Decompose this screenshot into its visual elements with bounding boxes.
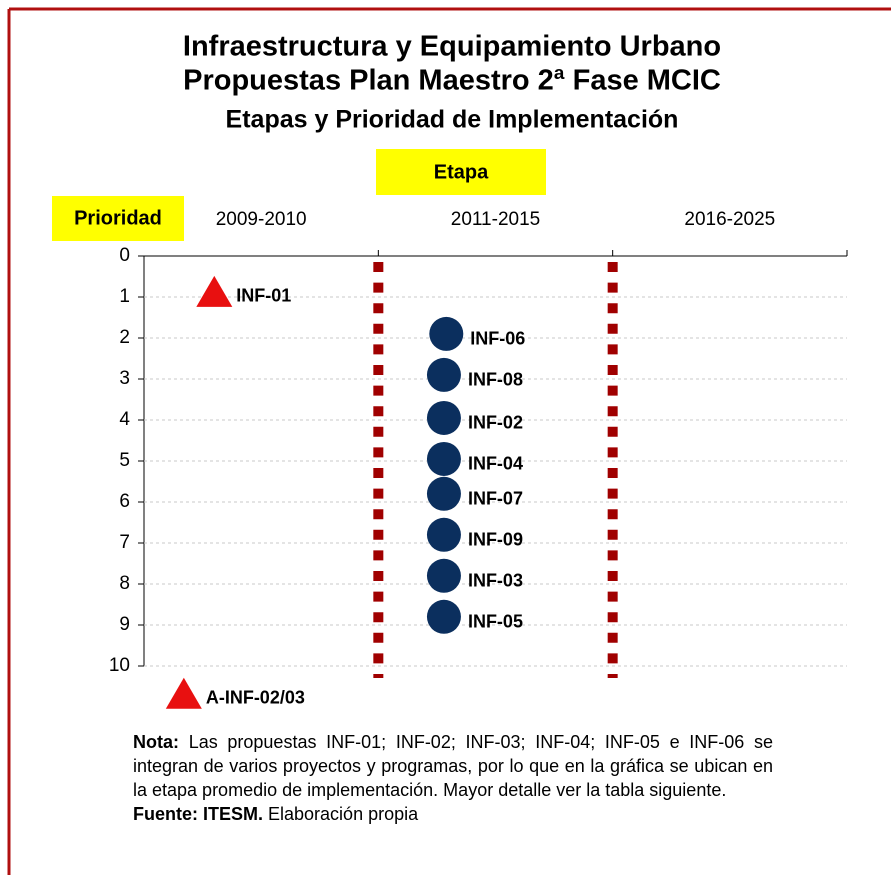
circle-marker [426,599,461,634]
x-label-box [376,149,546,195]
note: Nota: Las propuestas INF-01; INF-02; INF… [133,730,773,826]
x-stage-label: 2016-2025 [684,209,775,230]
source-text: Fuente: ITESM. Elaboración propia [133,802,773,826]
y-tick-label: 4 [119,409,130,430]
y-tick-label: 1 [119,286,130,307]
y-tick-label: 6 [119,491,130,512]
point-label: INF-05 [468,612,523,632]
chart-title: Propuestas Plan Maestro 2ª Fase MCIC [183,65,721,97]
x-stage-label: 2009-2010 [216,209,307,230]
y-label-box [52,196,184,241]
y-tick-label: 3 [119,368,130,389]
triangle-marker [165,677,202,709]
point-label: INF-09 [468,530,523,550]
chart-subtitle: Etapas y Prioridad de Implementación [226,106,679,134]
y-tick-label: 2 [119,327,130,348]
y-tick-label: 5 [119,450,130,471]
point-label: INF-04 [468,454,523,474]
point-label: INF-06 [470,329,525,349]
x-axis-label: Etapa [434,161,489,183]
circle-marker [426,476,461,511]
circle-marker [426,441,461,476]
y-axis-label: Prioridad [74,207,162,229]
chart-title: Infraestructura y Equipamiento Urbano [183,31,721,63]
y-tick-label: 0 [119,245,130,266]
circle-marker [426,400,461,435]
y-tick-label: 8 [119,573,130,594]
note-body: Las propuestas INF-01; INF-02; INF-03; I… [133,732,773,800]
y-tick-label: 7 [119,532,130,553]
source-body: Elaboración propia [268,804,419,824]
point-label: INF-01 [236,286,291,306]
note-label: Nota: [133,732,179,752]
y-tick-label: 10 [109,655,130,676]
point-label: INF-08 [468,370,523,390]
circle-marker [426,517,461,552]
y-tick-label: 9 [119,614,130,635]
circle-marker [426,357,461,392]
point-label: INF-07 [468,489,523,509]
circle-marker [429,316,464,351]
note-text: Nota: Las propuestas INF-01; INF-02; INF… [133,730,773,802]
source-label: Fuente: ITESM. [133,804,263,824]
x-stage-label: 2011-2015 [451,209,540,230]
triangle-marker [196,275,233,307]
circle-marker [426,558,461,593]
point-label: INF-03 [468,571,523,591]
point-label: A-INF-02/03 [206,687,305,707]
point-label: INF-02 [468,413,523,433]
